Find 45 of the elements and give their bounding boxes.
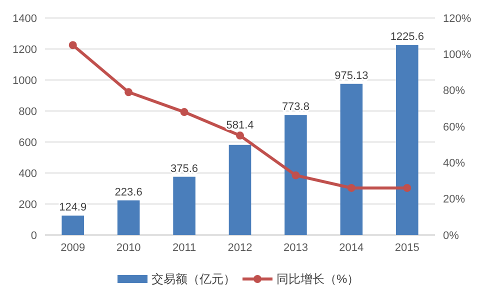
y2-tick-label: 0% xyxy=(443,230,460,242)
point xyxy=(292,171,300,180)
point xyxy=(124,88,133,96)
y2-tick-label: 60% xyxy=(443,121,466,134)
bar xyxy=(284,115,307,235)
y2-tick-label: 100% xyxy=(443,49,472,62)
data-label: 124.9 xyxy=(59,202,87,214)
y-tick-label: 0 xyxy=(30,230,37,242)
point xyxy=(180,108,188,116)
legend-label: 同比增长（%） xyxy=(276,272,360,286)
bar xyxy=(228,144,252,235)
data-label: 1225.6 xyxy=(390,31,424,44)
x-tick-label: 2009 xyxy=(60,242,86,254)
y2-tick-label: 120% xyxy=(443,12,472,25)
data-label: 773.8 xyxy=(282,101,310,114)
bar xyxy=(62,216,84,235)
point xyxy=(347,184,356,192)
x-tick-label: 2014 xyxy=(339,242,364,254)
data-label: 223.6 xyxy=(114,186,142,198)
data-label: 581.4 xyxy=(226,120,254,132)
legend-label: 交易额（亿元） xyxy=(152,272,236,286)
x-tick-label: 2012 xyxy=(228,242,252,254)
bar xyxy=(173,176,196,235)
data-label: 975.13 xyxy=(334,70,368,82)
x-tick-label: 2011 xyxy=(172,242,196,254)
bar xyxy=(117,200,140,235)
y-tick-label: 400 xyxy=(18,168,37,180)
y-tick-label: 800 xyxy=(18,106,37,118)
y-tick-label: 1400 xyxy=(12,12,37,25)
x-tick-label: 2013 xyxy=(283,242,308,254)
y-tick-label: 1200 xyxy=(12,44,37,56)
y2-tick-label: 40% xyxy=(443,158,466,170)
x-tick-label: 2015 xyxy=(394,242,420,254)
y2-tick-label: 80% xyxy=(443,85,466,98)
y-tick-label: 600 xyxy=(18,136,37,149)
y-tick-label: 200 xyxy=(18,198,37,211)
point xyxy=(236,132,244,140)
y-tick-label: 1000 xyxy=(12,74,37,87)
y2-tick-label: 20% xyxy=(443,194,466,206)
point xyxy=(403,184,412,192)
data-label: 375.6 xyxy=(170,162,198,175)
point xyxy=(68,41,77,50)
bar xyxy=(396,45,418,235)
x-tick-label: 2010 xyxy=(116,242,141,254)
bar xyxy=(340,84,363,235)
